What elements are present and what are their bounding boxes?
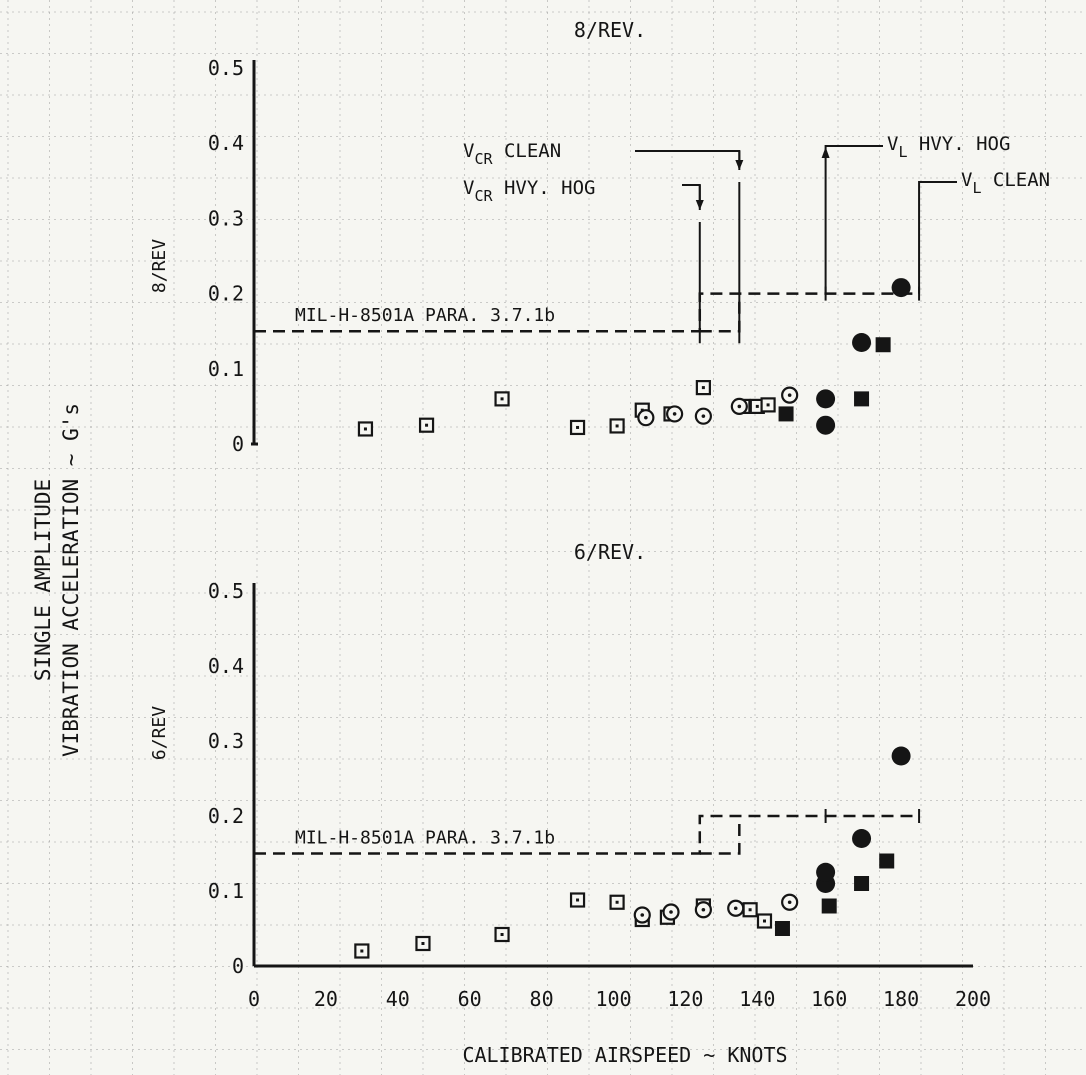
filled-circle-point: [816, 415, 836, 435]
x-tick-label: 0: [248, 987, 260, 1011]
open-circle-point-center: [733, 906, 738, 911]
open-square-point-center: [766, 403, 770, 407]
x-axis-title: CALIBRATED AIRSPEED ~ KNOTS: [462, 1043, 787, 1067]
annotation-leader: [918, 181, 957, 294]
y-tick-label: 0.4: [208, 654, 244, 678]
open-circle-point-center: [644, 415, 648, 420]
filled-circle-point: [852, 829, 872, 848]
annotation-arrowhead: [695, 200, 704, 210]
x-tick-label: 60: [458, 987, 482, 1011]
chart-8-rev-title: 8/REV.: [574, 18, 646, 42]
filled-circle-point: [891, 746, 911, 766]
chart-6-rev-title: 6/REV.: [574, 540, 646, 564]
open-square-point-center: [421, 942, 425, 945]
limit-line-step: [699, 293, 741, 333]
x-tick-label: 200: [955, 987, 991, 1011]
annotation-label: VL HVY. HOG: [887, 133, 1010, 161]
open-square-point-center: [748, 908, 752, 912]
open-circle-point-center: [701, 907, 706, 912]
open-square-point-center: [360, 949, 364, 953]
limit-line-label: MIL-H-8501A PARA. 3.7.1b: [295, 828, 555, 849]
y-tick-label: 0.4: [208, 131, 244, 155]
filled-circle-point: [852, 332, 872, 352]
x-tick-label: 120: [667, 987, 703, 1011]
x-tick-label: 20: [314, 987, 338, 1011]
y-axis-title-line-2: VIBRATION ACCELERATION ~ G's: [59, 403, 83, 757]
x-tick-label: 100: [595, 987, 631, 1011]
annotation-arrowhead: [821, 147, 830, 158]
y-tick-label: 0.3: [208, 206, 244, 230]
y-tick-label: 0.5: [208, 56, 244, 80]
y-tick-label: 0.5: [208, 579, 244, 603]
filled-circle-point: [816, 862, 836, 882]
filled-square-point: [821, 898, 837, 914]
y-tick-label: 0.2: [208, 804, 244, 828]
open-square-point-center: [500, 397, 504, 401]
filled-square-point: [854, 876, 870, 891]
annotation-label: VL CLEAN: [961, 169, 1050, 197]
x-tick-label: 80: [530, 987, 554, 1011]
filled-square-point: [778, 406, 794, 422]
y-tick-label: 0.3: [208, 729, 244, 753]
x-axis-tick-labels: 0 20 40 60 80 100 120 140 160 180 200: [248, 987, 991, 1011]
x-tick-label: 140: [739, 987, 775, 1011]
limit-line-step: [699, 816, 741, 855]
y-axis-title-line-1: SINGLE AMPLITUDE: [31, 479, 55, 681]
annotation-leader: [635, 150, 741, 168]
open-circle-point-center: [640, 913, 645, 917]
annotation-label: VCR CLEAN: [463, 140, 561, 168]
open-square-point-center: [762, 919, 766, 923]
open-square-point-center: [615, 900, 619, 904]
open-square-point-center: [701, 386, 705, 390]
chart-6-rev: 6/REV. 6/REV 0 0.1 0.2 0.3 0.4 0.5 MIL-H-8501A…: [149, 540, 973, 978]
annotation-arrowhead: [735, 160, 744, 170]
chart-8-rev: 8/REV. 8/REV 0 0.1 0.2 0.3 0.4 0.5 MIL-H-8501A…: [149, 18, 1050, 456]
filled-circle-point: [816, 389, 836, 409]
open-square-point-center: [500, 933, 504, 936]
x-tick-label: 180: [883, 987, 919, 1011]
annotation-label: VCR HVY. HOG: [463, 177, 595, 205]
annotation-leader: [824, 145, 883, 168]
open-square-point-center: [576, 898, 580, 902]
limit-line: [254, 814, 920, 855]
open-circle-point-center: [701, 414, 706, 418]
filled-circle-point: [891, 278, 911, 298]
open-square-point-center: [363, 427, 367, 431]
filled-square-point: [854, 391, 870, 407]
y-tick-label: 0.1: [208, 357, 244, 381]
chart-8-rev-y-label: 8/REV: [149, 239, 170, 293]
open-square-point-center: [576, 425, 580, 429]
open-circle-point-center: [672, 412, 677, 416]
open-square-point-center: [425, 423, 429, 427]
open-circle-point-center: [787, 393, 792, 397]
limit-line-label: MIL-H-8501A PARA. 3.7.1b: [295, 305, 555, 326]
x-tick-label: 40: [386, 987, 410, 1011]
open-circle-point-center: [669, 910, 673, 914]
open-square-point-center: [615, 424, 619, 428]
open-square-point-center: [755, 404, 759, 408]
y-tick-label: 0.1: [208, 879, 244, 903]
filled-square-point: [879, 853, 895, 869]
open-circle-point-center: [787, 900, 792, 905]
x-tick-label: 160: [811, 987, 847, 1011]
filled-square-point: [875, 337, 891, 353]
open-circle-point-center: [737, 404, 742, 409]
y-tick-label: 0.2: [208, 282, 244, 306]
chart-6-rev-y-label: 6/REV: [149, 706, 170, 760]
filled-square-point: [774, 921, 790, 936]
y-tick-label: 0: [232, 432, 244, 456]
y-tick-label: 0: [232, 954, 244, 978]
